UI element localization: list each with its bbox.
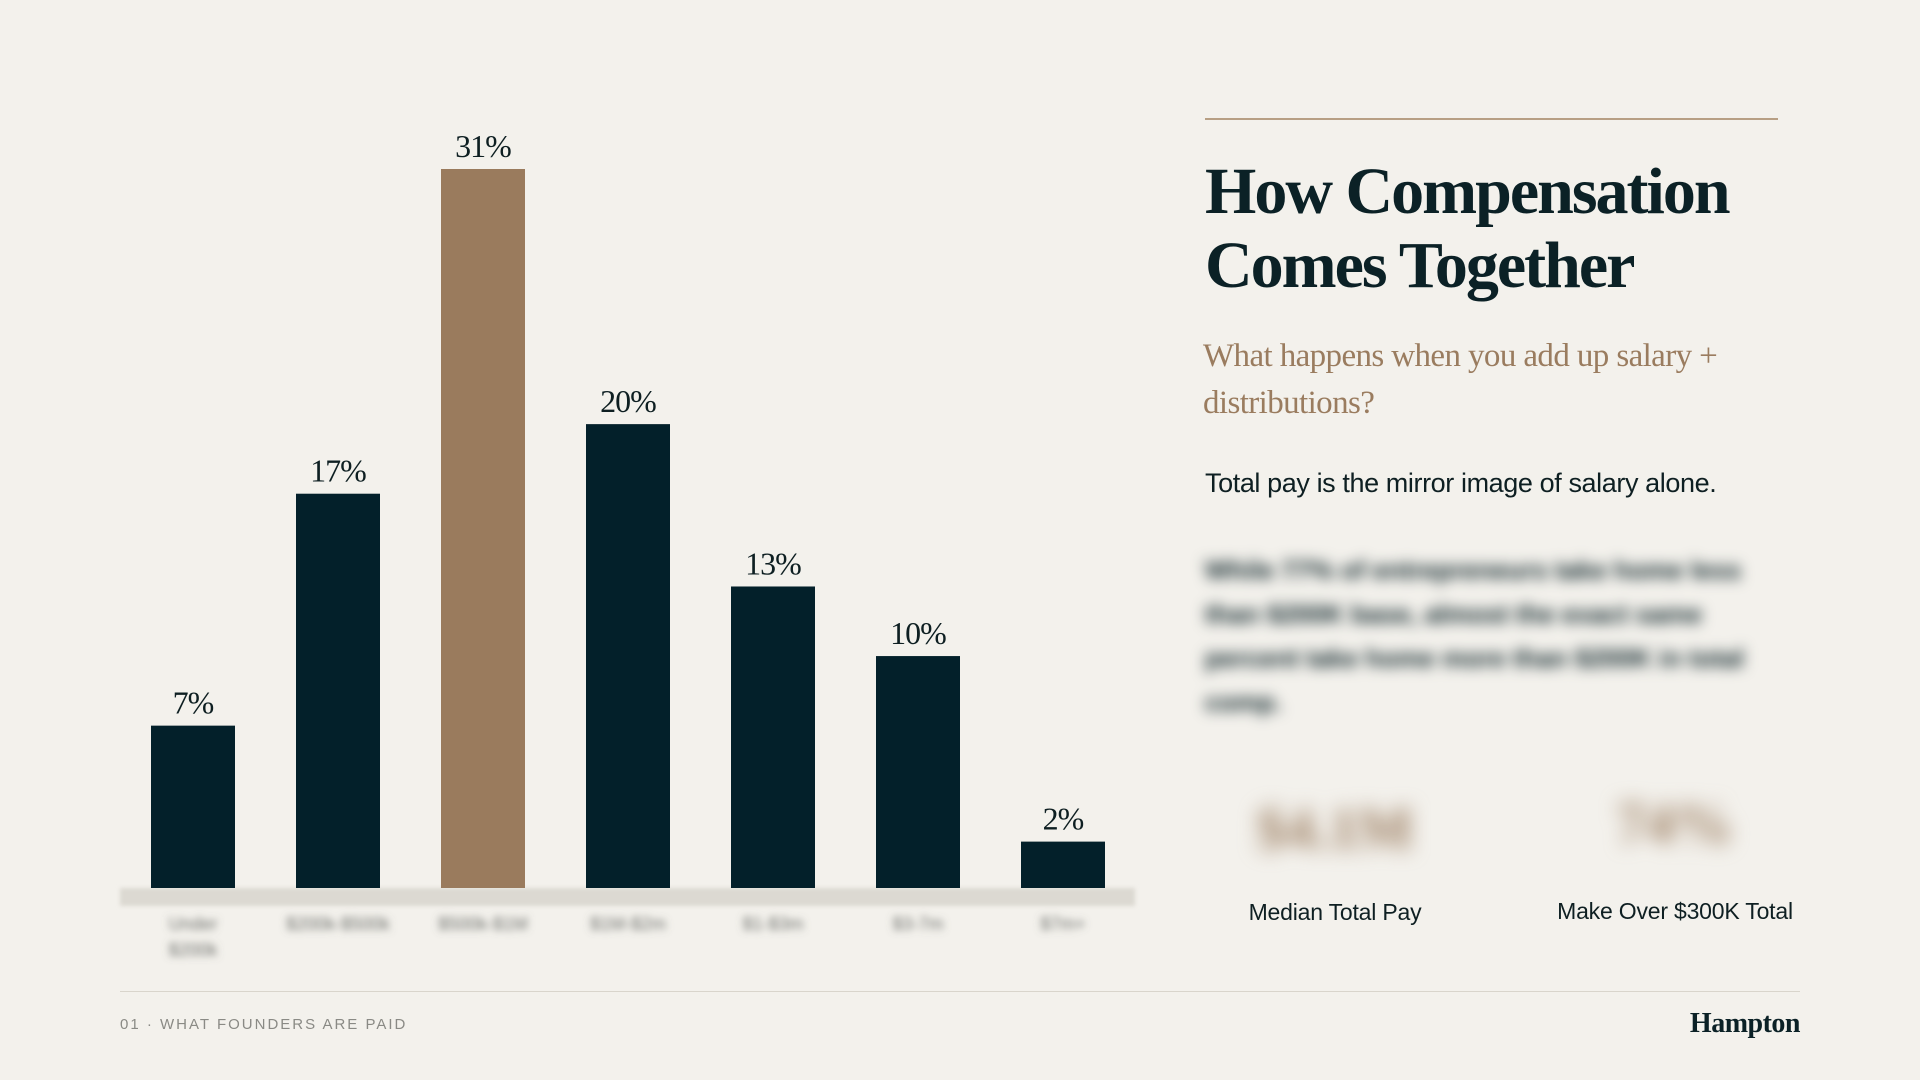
chart-baseline (120, 888, 1135, 906)
bar-6 (876, 656, 960, 888)
category-label-5: $1-$3m (742, 914, 803, 934)
bar-chart: 7% 17% 31% 20% 13% 10% 2% Under $200k $200k-$500… (120, 128, 1135, 960)
category-label-1: Under $200k (168, 914, 218, 960)
top-divider (1205, 118, 1778, 120)
footer-divider (120, 991, 1800, 992)
bar-4 (586, 424, 670, 888)
median-total-pay-value: $4.1M (1256, 796, 1414, 861)
lead-text: Total pay is the mirror image of salary … (1205, 468, 1717, 498)
bar-2 (296, 493, 380, 888)
bar-5 (731, 586, 815, 888)
value-label-1: 7% (173, 685, 214, 721)
category-label-2: $200k-$500k (286, 914, 391, 934)
category-label-7: $7m+ (1040, 914, 1086, 934)
bar-1 (151, 725, 235, 888)
bar-7 (1021, 841, 1105, 888)
footer-section-label: 01 · WHAT FOUNDERS ARE PAID (120, 1016, 408, 1033)
category-label-3: $500k-$1M (438, 914, 528, 934)
over-300k-value: 74% (1617, 791, 1733, 856)
category-label-6: $3-7m (892, 914, 943, 934)
value-label-5: 13% (745, 545, 801, 581)
value-label-4: 20% (600, 383, 656, 419)
value-label-3: 31% (455, 128, 511, 164)
median-total-pay-label: Median Total Pay (1248, 899, 1422, 925)
value-label-2: 17% (310, 453, 366, 489)
value-label-6: 10% (890, 615, 946, 651)
hampton-logo: Hampton (1689, 1008, 1801, 1039)
bar-3 (441, 169, 525, 888)
category-label-4: $1M-$2m (590, 914, 666, 934)
over-300k-label: Make Over $300K Total (1557, 898, 1793, 924)
slide-title: How Compensation Comes Together (1205, 155, 1731, 302)
value-label-7: 2% (1043, 801, 1084, 837)
blurred-body-text: While 77% of entrepreneurs take home les… (1205, 555, 1744, 717)
slide-subtitle: What happens when you add up salary + di… (1203, 338, 1718, 421)
